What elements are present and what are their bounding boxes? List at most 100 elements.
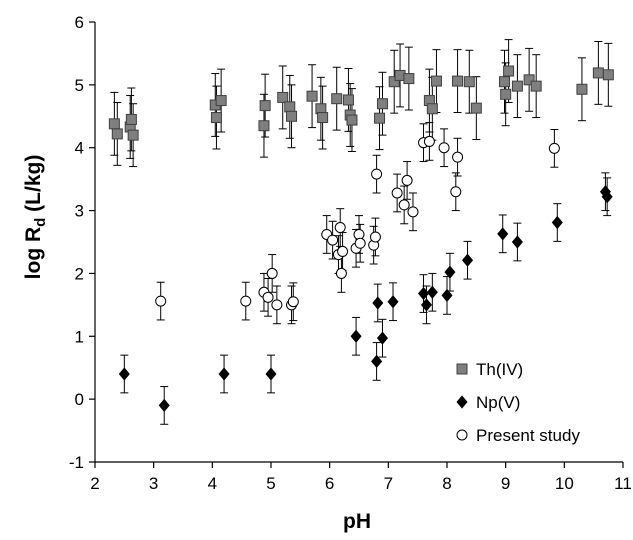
y-tick-label: 0 xyxy=(75,390,84,409)
legend-marker xyxy=(456,363,468,375)
data-point xyxy=(317,112,329,124)
y-tick-label: -1 xyxy=(69,453,84,472)
data-point xyxy=(108,118,120,130)
data-point xyxy=(262,291,274,303)
data-point xyxy=(346,114,358,126)
data-point xyxy=(438,142,450,154)
data-point xyxy=(403,73,415,85)
y-tick-label: 1 xyxy=(75,327,84,346)
data-point xyxy=(463,76,475,88)
y-tick-label: 6 xyxy=(75,13,84,32)
data-point xyxy=(374,112,386,124)
x-tick-label: 10 xyxy=(555,474,574,493)
data-point xyxy=(462,253,474,267)
data-point xyxy=(306,90,318,102)
data-point xyxy=(125,113,137,125)
data-point xyxy=(401,174,413,186)
x-tick-label: 2 xyxy=(90,474,99,493)
data-point xyxy=(284,101,296,113)
data-point xyxy=(376,98,388,110)
data-point xyxy=(530,80,542,92)
data-point xyxy=(592,67,604,79)
data-point xyxy=(444,265,456,279)
data-point xyxy=(342,94,354,106)
data-point xyxy=(511,235,523,249)
y-tick-label: 2 xyxy=(75,264,84,283)
y-axis-title-subscript: d xyxy=(32,218,49,227)
data-point xyxy=(350,329,362,343)
legend-label: Th(IV) xyxy=(476,360,523,379)
y-tick-label: 5 xyxy=(75,76,84,95)
data-point xyxy=(266,267,278,279)
data-point xyxy=(511,80,523,92)
data-point xyxy=(286,110,298,122)
data-point xyxy=(388,76,400,88)
data-point xyxy=(523,74,535,86)
data-point xyxy=(118,367,130,381)
data-point xyxy=(335,267,347,279)
data-point xyxy=(387,295,399,309)
data-point xyxy=(602,69,614,81)
data-point xyxy=(111,128,123,140)
x-tick-label: 9 xyxy=(501,474,510,493)
data-point xyxy=(497,227,509,241)
x-tick-label: 11 xyxy=(614,474,632,493)
data-point xyxy=(210,112,222,124)
legend: Th(IV) Np(V) Present study xyxy=(456,360,580,445)
data-point xyxy=(218,367,230,381)
data-point xyxy=(450,186,462,198)
data-point xyxy=(500,88,512,100)
data-point xyxy=(398,199,410,211)
legend-marker xyxy=(456,395,468,409)
data-point xyxy=(337,245,349,257)
data-point xyxy=(376,331,388,345)
data-point xyxy=(258,120,270,132)
data-point xyxy=(271,299,283,311)
data-point xyxy=(423,135,435,147)
data-point xyxy=(155,295,167,307)
x-tick-label: 7 xyxy=(384,474,393,493)
data-point xyxy=(452,151,464,163)
data-point xyxy=(259,100,271,112)
y-axis-title-unit: (L/kg) xyxy=(22,155,45,218)
data-point xyxy=(372,296,384,310)
data-point xyxy=(426,103,438,115)
data-point xyxy=(407,206,419,218)
data-point xyxy=(331,93,343,105)
data-point xyxy=(371,168,383,180)
data-point xyxy=(354,237,366,249)
series-present-study xyxy=(155,122,560,325)
x-tick-label: 5 xyxy=(266,474,275,493)
y-tick-label: 3 xyxy=(75,202,84,221)
series-th-iv- xyxy=(108,39,614,168)
data-point xyxy=(391,187,403,199)
data-point xyxy=(452,75,464,87)
data-point xyxy=(548,142,560,154)
legend-marker xyxy=(456,429,468,441)
series-np-v- xyxy=(118,172,613,425)
data-point xyxy=(576,83,588,95)
data-point xyxy=(551,215,563,230)
x-axis-title: pH xyxy=(343,510,371,533)
data-marks xyxy=(108,39,614,425)
data-point xyxy=(265,367,277,381)
x-tick-label: 4 xyxy=(208,474,217,493)
x-tick-label: 3 xyxy=(149,474,158,493)
data-point xyxy=(426,285,438,299)
data-point xyxy=(369,231,381,243)
data-point xyxy=(327,234,339,246)
data-point xyxy=(334,222,346,234)
data-point xyxy=(418,286,430,301)
data-point xyxy=(420,298,432,312)
data-point xyxy=(470,102,482,114)
x-tick-label: 8 xyxy=(442,474,451,493)
data-point xyxy=(430,75,442,87)
y-tick-label: 4 xyxy=(75,139,84,158)
data-point xyxy=(441,288,453,303)
legend-label: Present study xyxy=(476,426,580,445)
legend-label: Np(V) xyxy=(476,393,520,412)
data-point xyxy=(215,95,227,107)
data-point xyxy=(371,354,383,369)
data-point xyxy=(498,76,510,88)
